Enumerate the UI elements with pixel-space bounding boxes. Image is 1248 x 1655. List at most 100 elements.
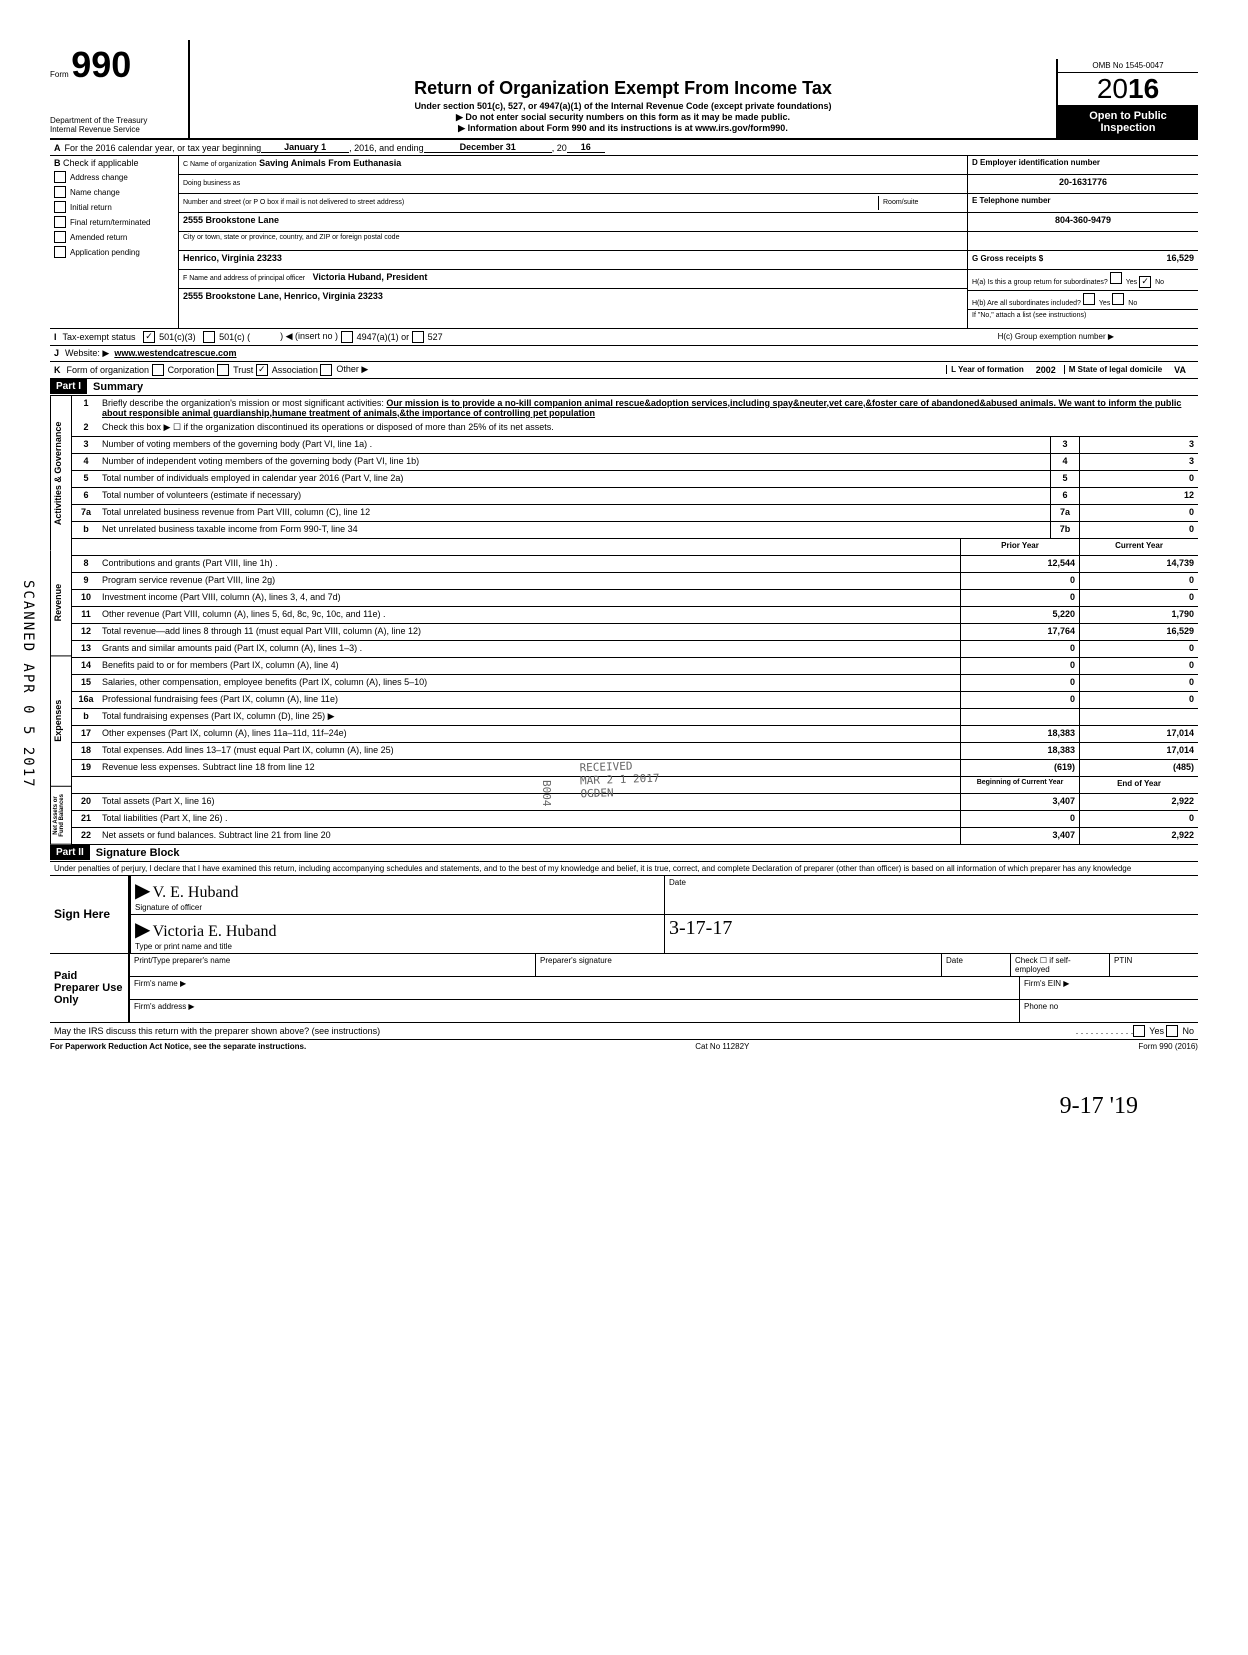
b-hdr: Check if applicable: [63, 158, 139, 168]
printed-name[interactable]: Victoria E. Huband: [153, 923, 277, 940]
state-val[interactable]: VA: [1166, 365, 1194, 375]
begin-date[interactable]: January 1: [261, 142, 349, 153]
part1-hdr: Part I: [50, 379, 87, 394]
col-begin: Beginning of Current Year: [960, 777, 1079, 793]
recv-date: MAR 2 1 2017: [580, 772, 660, 788]
i-text: Tax-exempt status: [63, 332, 136, 342]
officer-name[interactable]: Victoria Huband, President: [313, 272, 428, 282]
form-label: Form: [50, 70, 69, 79]
prep-sig[interactable]: Preparer's signature: [535, 954, 941, 976]
cb-final[interactable]: Final return/terminated: [54, 216, 174, 228]
opt-501c-b: ) ◀ (insert no ): [280, 331, 338, 342]
officer-cell: F Name and address of principal officer …: [179, 270, 967, 289]
year-form-val[interactable]: 2002: [1028, 365, 1064, 375]
city-val[interactable]: Henrico, Virginia 23233: [179, 251, 967, 270]
footer-right: Form 990 (2016): [1138, 1042, 1198, 1051]
row-a-text3: , 20: [552, 143, 567, 153]
room-lbl: Room/suite: [883, 199, 918, 206]
i-label: I: [54, 332, 57, 342]
j-label: J: [54, 348, 59, 358]
b004-stamp: B004: [540, 780, 553, 807]
cb-pending[interactable]: Application pending: [54, 246, 174, 258]
col-headers-rev: Prior Year Current Year: [72, 539, 1198, 556]
website[interactable]: www.westendcatrescue.com: [114, 348, 236, 358]
cb-amended[interactable]: Amended return: [54, 231, 174, 243]
discuss-no[interactable]: [1166, 1025, 1178, 1037]
prep-name[interactable]: Print/Type preparer's name: [129, 954, 535, 976]
officer-addr[interactable]: 2555 Brookstone Lane, Henrico, Virginia …: [179, 289, 967, 307]
paid-preparer-row: Paid Preparer Use Only Print/Type prepar…: [50, 954, 1198, 1023]
yr-0: 0: [1112, 73, 1128, 104]
open2: Inspection: [1060, 122, 1196, 134]
line-8: 8Contributions and grants (Part VIII, li…: [72, 556, 1198, 573]
ha-cell: H(a) Is this a group return for subordin…: [968, 270, 1198, 291]
street-cell: Number and street (or P O box if mail is…: [179, 194, 967, 213]
hb-cell: H(b) Are all subordinates included? Yes …: [968, 291, 1198, 310]
signature[interactable]: V. E. Huband: [153, 884, 239, 901]
end-date[interactable]: December 31: [424, 142, 552, 153]
org-name[interactable]: Saving Animals From Euthanasia: [259, 158, 401, 168]
phone[interactable]: Phone no: [1019, 1000, 1198, 1022]
ptin[interactable]: PTIN: [1109, 954, 1198, 976]
title-box: Return of Organization Exempt From Incom…: [190, 72, 1056, 138]
cb-other[interactable]: [320, 364, 332, 376]
dept: Department of the Treasury: [50, 116, 180, 125]
tel-lbl: E Telephone number: [968, 194, 1198, 213]
row-k: K Form of organization Corporation Trust…: [50, 362, 1198, 379]
line-12: 12Total revenue—add lines 8 through 11 (…: [72, 624, 1198, 641]
subtitle: Under section 501(c), 527, or 4947(a)(1)…: [194, 101, 1052, 111]
hb-yes-cb[interactable]: [1083, 293, 1095, 305]
cb-trust[interactable]: [217, 364, 229, 376]
hb-no-cb[interactable]: [1112, 293, 1124, 305]
prep-check[interactable]: Check ☐ if self-employed: [1010, 954, 1109, 976]
ein-lbl: D Employer identification number: [968, 156, 1198, 175]
hc-lbl: H(c) Group exemption number ▶: [998, 332, 1114, 341]
cb-corp[interactable]: [152, 364, 164, 376]
date-lbl: Date: [669, 878, 686, 887]
cb-initial[interactable]: Initial return: [54, 201, 174, 213]
end-yr[interactable]: 16: [567, 142, 605, 153]
cb-501c3[interactable]: ✓: [143, 331, 155, 343]
cb-4947[interactable]: [341, 331, 353, 343]
firm-ein[interactable]: Firm's EIN ▶: [1019, 977, 1198, 999]
ha-lbl: H(a) Is this a group return for subordin…: [972, 279, 1108, 286]
dba-cell: Doing business as: [179, 175, 967, 194]
prep-date[interactable]: Date: [941, 954, 1010, 976]
discuss-row: May the IRS discuss this return with the…: [50, 1023, 1198, 1040]
cb-assoc[interactable]: ✓: [256, 364, 268, 376]
side-exp: Expenses: [50, 656, 71, 787]
hb-lbl: H(b) Are all subordinates included?: [972, 300, 1081, 307]
open1: Open to Public: [1060, 110, 1196, 122]
row-a: A For the 2016 calendar year, or tax yea…: [50, 140, 1198, 156]
bottom-handwriting: 9-17 '19: [50, 1093, 1198, 1120]
line-13: 13Grants and similar amounts paid (Part …: [72, 641, 1198, 658]
part1-title: Summary: [87, 379, 149, 395]
ha-yes-cb[interactable]: [1110, 272, 1122, 284]
footer-mid: Cat No 11282Y: [695, 1042, 749, 1051]
opt-501c: 501(c) (: [219, 332, 250, 342]
tel-val[interactable]: 804-360-9479: [968, 213, 1198, 232]
gross-val[interactable]: 16,529: [1166, 253, 1194, 263]
form-title: Return of Organization Exempt From Incom…: [194, 78, 1052, 99]
hb-note: If "No," attach a list (see instructions…: [968, 310, 1198, 328]
cb-527[interactable]: [412, 331, 424, 343]
cb-501c[interactable]: [203, 331, 215, 343]
sig-date[interactable]: 3-17-17: [669, 917, 732, 939]
firm-name[interactable]: Firm's name ▶: [129, 977, 1019, 999]
sig-declaration: Under penalties of perjury, I declare th…: [50, 862, 1198, 876]
footer: For Paperwork Reduction Act Notice, see …: [50, 1040, 1198, 1053]
street-val[interactable]: 2555 Brookstone Lane: [179, 213, 967, 232]
received-stamp: RECEIVED MAR 2 1 2017 OGDEN: [579, 759, 660, 801]
ein-val[interactable]: 20-1631776: [968, 175, 1198, 194]
discuss-yes[interactable]: [1133, 1025, 1145, 1037]
col-c: C Name of organization Saving Animals Fr…: [179, 156, 968, 328]
note1: ▶ Do not enter social security numbers o…: [194, 112, 1052, 123]
form-number: 990: [71, 44, 131, 85]
ha-no-cb[interactable]: ✓: [1139, 276, 1151, 288]
cb-address[interactable]: Address change: [54, 171, 174, 183]
firm-addr[interactable]: Firm's address ▶: [129, 1000, 1019, 1022]
cb-name[interactable]: Name change: [54, 186, 174, 198]
row-a-text1: For the 2016 calendar year, or tax year …: [65, 143, 262, 153]
j-text: Website: ▶: [65, 348, 109, 359]
label-a: A: [54, 143, 61, 153]
